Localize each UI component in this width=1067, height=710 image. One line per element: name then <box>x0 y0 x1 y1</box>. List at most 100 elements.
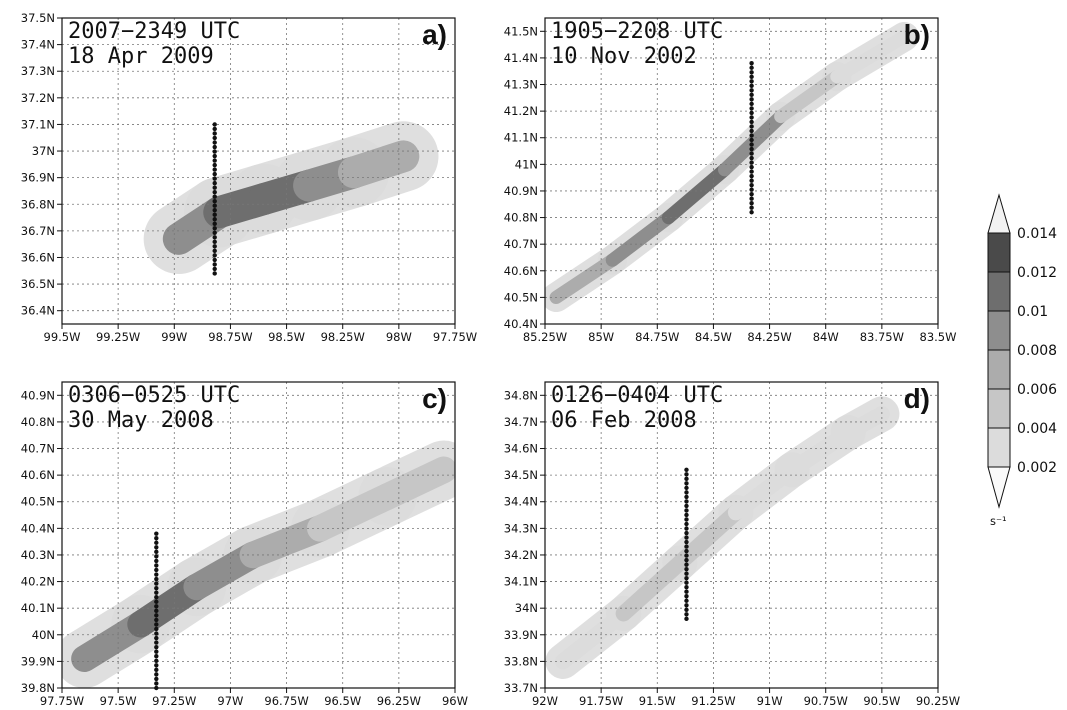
track-dot <box>749 151 754 156</box>
y-tick-label: 34.8N <box>504 388 538 402</box>
track-dot <box>212 158 217 163</box>
track-dot <box>154 599 159 604</box>
track-dot <box>154 585 159 591</box>
panel-a-date: 18 Apr 2009 <box>68 44 214 69</box>
track-dot <box>684 521 689 527</box>
colorbar-label: 0.002 <box>1017 460 1057 476</box>
track-dot <box>212 212 217 217</box>
x-tick-label: 96.5W <box>324 694 361 708</box>
track-dot <box>749 74 754 79</box>
track-dot <box>684 557 689 563</box>
track-dot <box>684 539 689 545</box>
panel-b-x-labels: 85.25W 85W 84.75W 84.5W 84.25W 84W 83.75W 83.5W <box>523 330 957 344</box>
track-dot <box>154 654 159 659</box>
swath-core-segment <box>554 605 632 670</box>
colorbar-bottom-triangle <box>987 466 1011 509</box>
track-dot <box>684 571 689 576</box>
track-dot <box>212 203 217 208</box>
track-dot <box>684 490 689 495</box>
x-tick-label: 97.75W <box>433 330 477 344</box>
track-dot <box>154 649 159 654</box>
swath-core-segment <box>774 69 844 124</box>
x-tick-label: 91.5W <box>639 694 676 708</box>
x-tick-label: 97.25W <box>152 694 196 708</box>
track-dot <box>684 544 689 549</box>
track-dot <box>684 562 689 567</box>
x-tick-label: 90.5W <box>863 694 900 708</box>
track-dot <box>684 585 689 590</box>
track-dot <box>212 217 217 222</box>
y-tick-label: 34.4N <box>504 495 538 509</box>
panel-b-time-range: 1905−2208 UTC <box>551 19 723 44</box>
track-dot <box>684 476 689 482</box>
track-dot <box>212 185 217 190</box>
swath-core-segment <box>671 504 744 571</box>
track-dot <box>684 535 689 540</box>
track-dot <box>154 640 159 645</box>
track-dot <box>749 173 754 179</box>
track-dot <box>154 644 159 650</box>
x-tick-label: 90.25W <box>916 694 960 708</box>
swath-core-segment <box>840 405 890 441</box>
y-tick-label: 36.8N <box>21 197 55 211</box>
panel-c-frame <box>61 381 456 689</box>
y-tick-label: 41.1N <box>504 131 538 145</box>
y-tick-label: 40.6N <box>504 264 538 278</box>
track-dot <box>154 549 159 555</box>
panel-c-shading <box>62 440 455 688</box>
track-dot <box>154 667 159 673</box>
y-tick-label: 40.2N <box>21 575 55 589</box>
colorbar-top-triangle <box>987 193 1011 234</box>
track-dot <box>684 530 689 536</box>
y-tick-label: 36.6N <box>21 250 55 264</box>
panel-a: 99.5W 99.25W 99W 98.75W 98.5W 98.25W 98W 97.75W… <box>21 11 477 344</box>
x-tick-label: 91.25W <box>691 694 735 708</box>
x-tick-label: 90.75W <box>804 694 848 708</box>
colorbar-label: 0.012 <box>1017 265 1057 281</box>
panel-a-ticks <box>57 17 456 329</box>
colorbar: 0.014 0.012 0.01 0.008 0.006 0.004 0.002 s⁻¹ <box>987 193 1057 528</box>
panel-a-frame <box>61 17 456 325</box>
x-tick-label: 99.25W <box>96 330 140 344</box>
track-dot <box>154 595 159 600</box>
track-dot <box>749 146 754 152</box>
panel-b-date: 10 Nov 2002 <box>551 44 697 69</box>
track-dot <box>212 176 217 181</box>
track-dot <box>154 572 159 577</box>
track-dot <box>212 208 217 213</box>
track-dot <box>684 616 689 622</box>
y-tick-label: 34.2N <box>504 548 538 562</box>
track-dot <box>749 119 754 125</box>
swath-core-segment <box>830 29 911 84</box>
panel-d-time-range: 0126−0404 UTC <box>551 383 723 408</box>
track-dot <box>212 248 217 254</box>
track-dot <box>749 101 754 107</box>
track-dot <box>154 631 159 636</box>
track-dot <box>684 481 689 486</box>
track-dot <box>749 169 754 174</box>
y-tick-label: 39.8N <box>21 681 55 695</box>
track-dot <box>749 88 754 93</box>
track-dot <box>684 575 689 581</box>
track-dot <box>749 160 754 165</box>
track-dot <box>749 191 754 197</box>
track-dot <box>212 162 217 168</box>
track-dot <box>684 607 689 612</box>
track-dot <box>749 61 754 66</box>
track-dot <box>749 92 754 98</box>
y-tick-label: 40.4N <box>504 317 538 331</box>
track-dot <box>154 545 159 550</box>
y-tick-label: 41.3N <box>504 78 538 92</box>
y-tick-label: 36.5N <box>21 277 55 291</box>
track-dot <box>684 603 689 608</box>
track-dot <box>154 581 159 586</box>
y-tick-label: 36.9N <box>21 171 55 185</box>
panel-a-x-labels: 99.5W 99.25W 99W 98.75W 98.5W 98.25W 98W 97.75W <box>44 330 478 344</box>
track-dot <box>684 503 689 509</box>
swath-core-segment <box>337 140 420 189</box>
track-dot <box>212 140 217 145</box>
panel-b-frame <box>544 17 939 325</box>
y-tick-label: 33.7N <box>504 681 538 695</box>
y-tick-label: 37.3N <box>21 64 55 78</box>
